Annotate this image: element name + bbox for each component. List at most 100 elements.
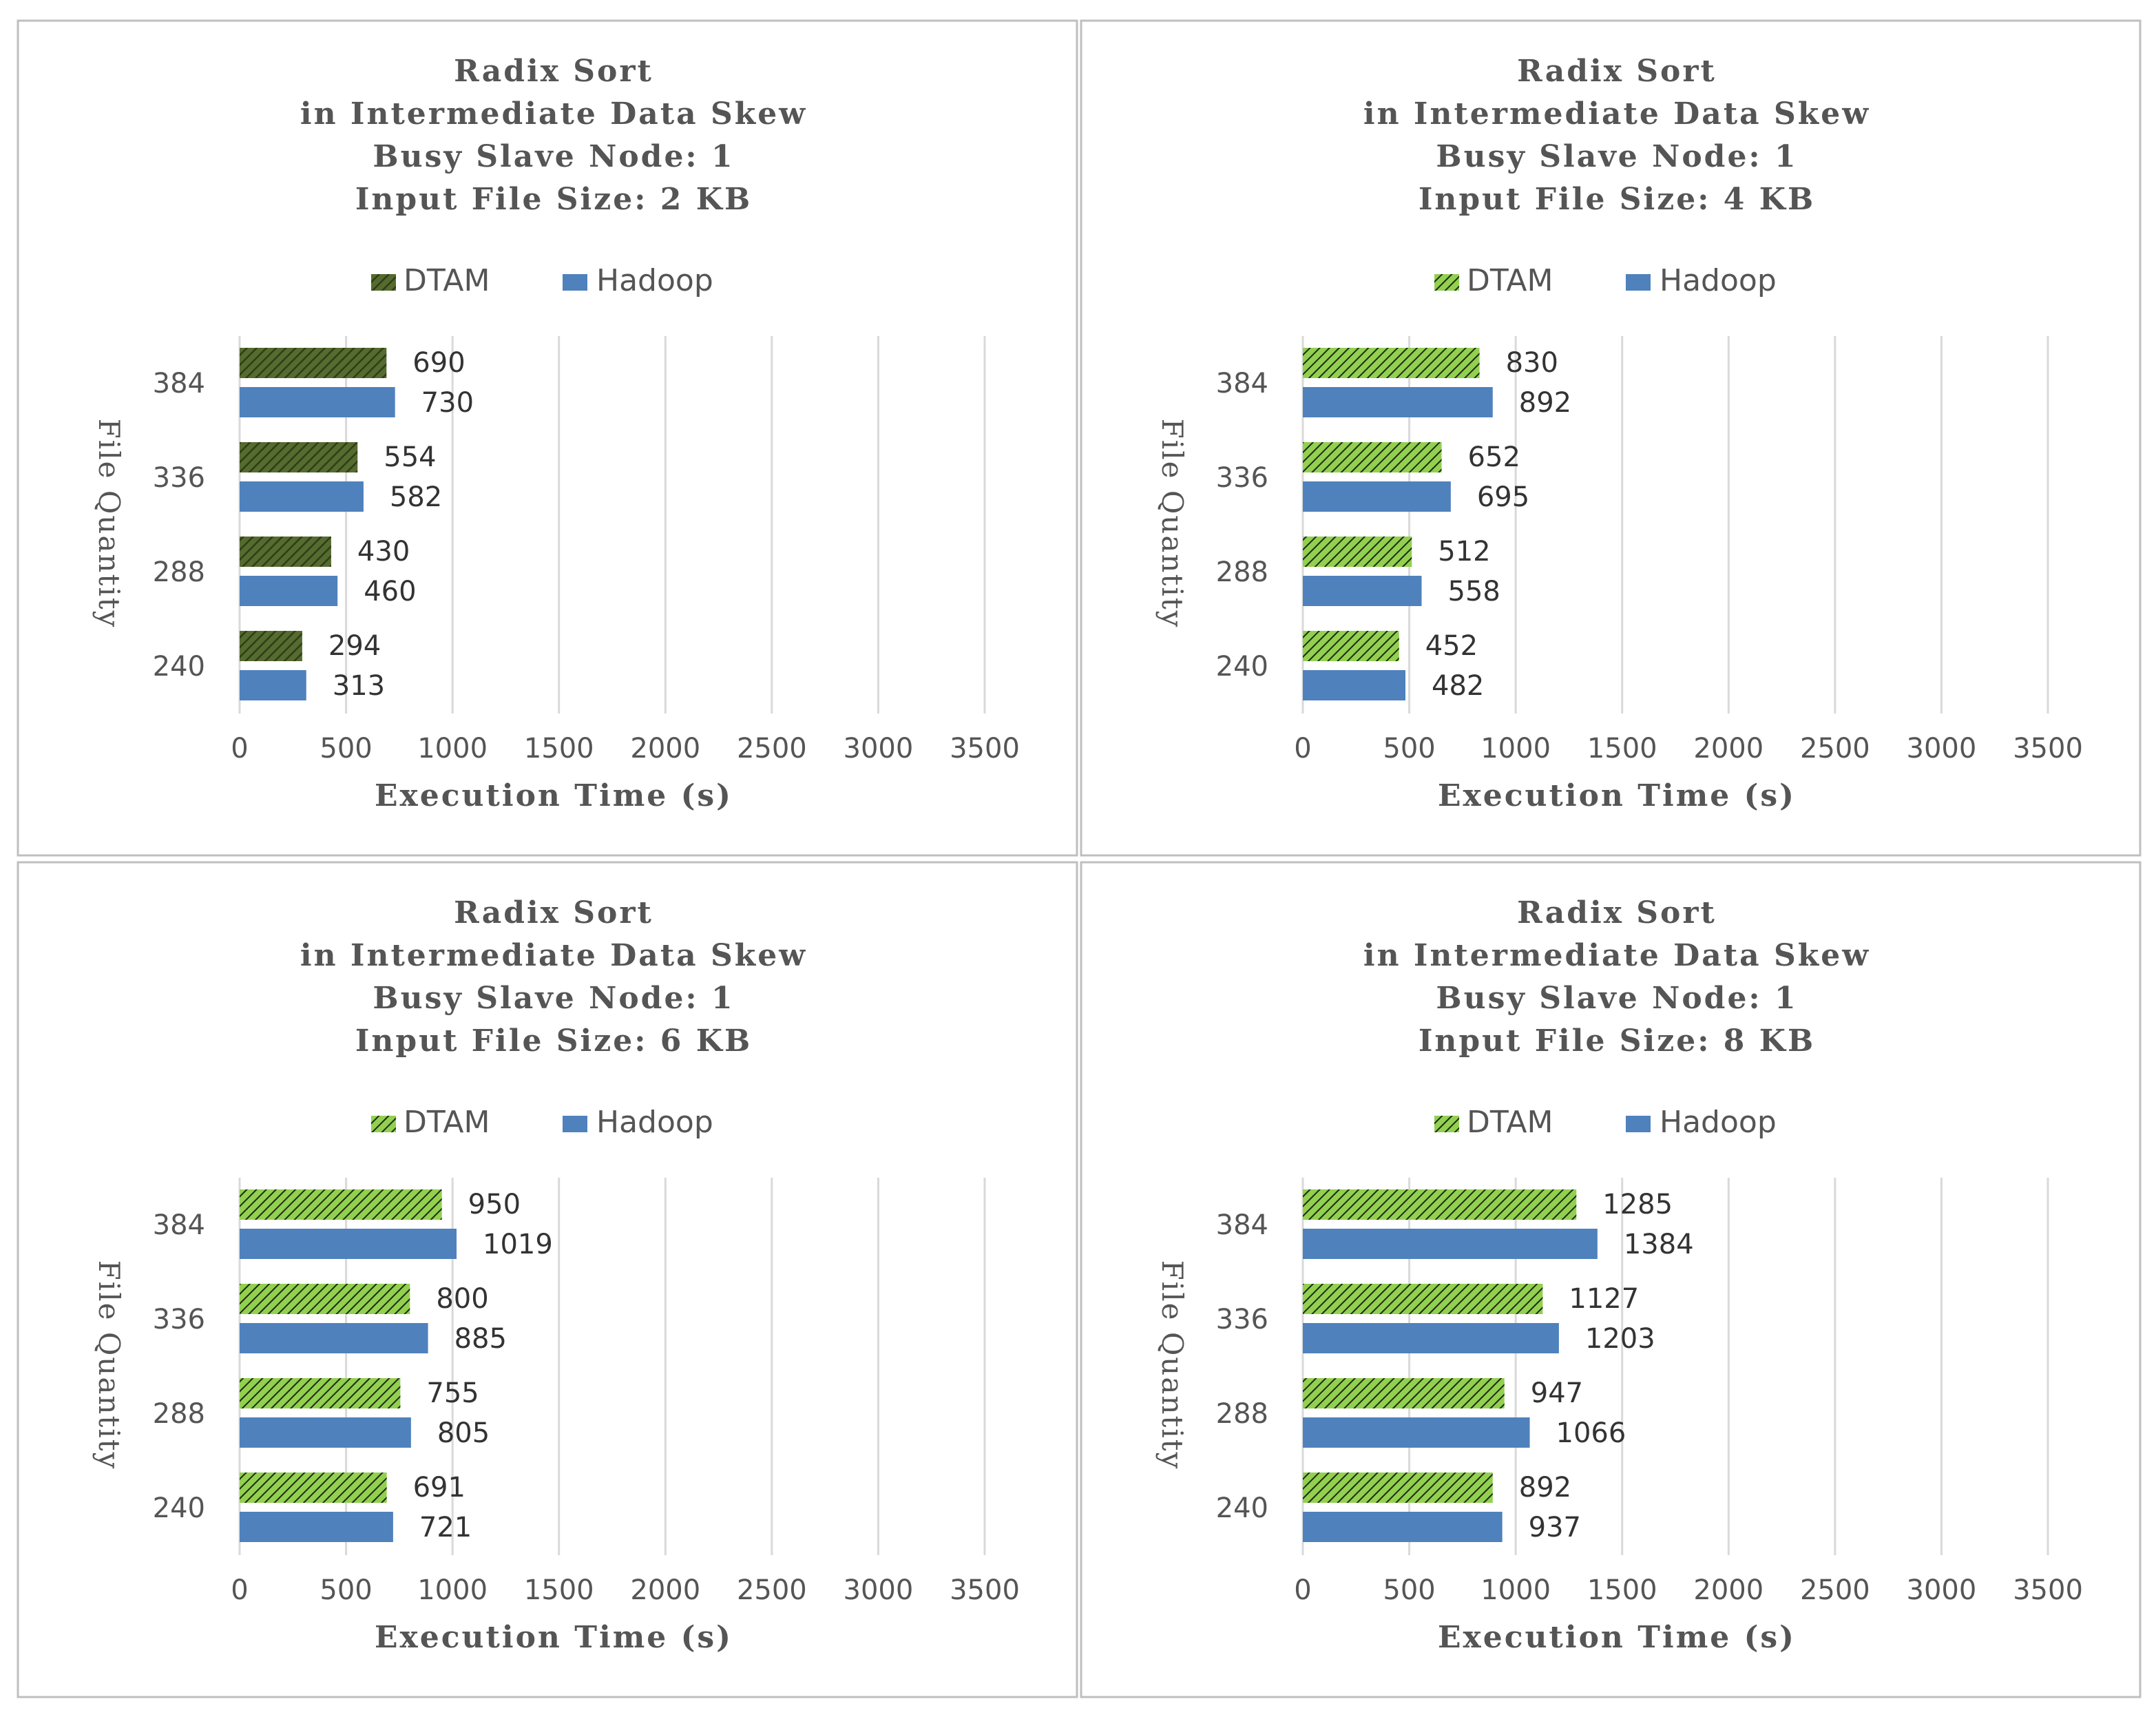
- y-tick-label: 384: [1216, 368, 1268, 399]
- x-tick-label: 0: [231, 1574, 248, 1606]
- bar-dtam: [1303, 1378, 1505, 1408]
- x-tick-label: 1500: [1587, 1574, 1657, 1606]
- bar-dtam: [240, 1473, 387, 1503]
- chart-title-line: Busy Slave Node: 1: [1436, 981, 1797, 1016]
- bar-dtam: [240, 1284, 410, 1314]
- bar-dtam: [240, 442, 358, 472]
- data-label-hadoop: 721: [419, 1512, 472, 1543]
- chart-title-line: Busy Slave Node: 1: [373, 139, 734, 174]
- x-tick-label: 3000: [1907, 1574, 1977, 1606]
- data-label-hadoop: 885: [454, 1323, 507, 1355]
- bar-hadoop: [1303, 1417, 1530, 1448]
- y-tick-label: 240: [1216, 1492, 1268, 1524]
- bar-hadoop: [1303, 576, 1422, 606]
- x-tick-label: 2000: [630, 1574, 700, 1606]
- chart-title-line: Input File Size: 6 KB: [355, 1023, 752, 1059]
- data-label-dtam: 800: [436, 1283, 488, 1315]
- legend-label-dtam: DTAM: [1467, 1105, 1553, 1140]
- data-label-dtam: 452: [1425, 630, 1478, 662]
- x-tick-label: 2500: [737, 733, 807, 764]
- panel-border: [1080, 861, 2142, 1698]
- x-tick-label: 3500: [2013, 733, 2083, 764]
- data-label-hadoop: 937: [1529, 1512, 1581, 1543]
- bar-dtam: [1303, 631, 1399, 661]
- y-axis-title: File Quantity: [1155, 419, 1189, 629]
- data-label-dtam: 512: [1438, 536, 1490, 568]
- panel-border: [17, 861, 1078, 1698]
- x-tick-label: 500: [320, 733, 372, 764]
- chart-panel: Radix Sort in Intermediate Data Skew Busy …: [1080, 19, 2142, 857]
- x-tick-label: 1000: [417, 1574, 488, 1606]
- chart-title-line: Radix Sort: [454, 54, 653, 89]
- y-tick-label: 240: [153, 651, 205, 683]
- bar-hadoop: [1303, 670, 1406, 700]
- y-tick-label: 240: [153, 1492, 205, 1524]
- y-tick-label: 288: [1216, 1398, 1268, 1430]
- chart-title-line: Busy Slave Node: 1: [1436, 139, 1797, 174]
- chart-title-line: Radix Sort: [454, 895, 653, 930]
- data-label-hadoop: 1019: [483, 1229, 553, 1260]
- x-tick-label: 2500: [1800, 733, 1870, 764]
- panel-border: [17, 19, 1078, 857]
- chart-title-line: Input File Size: 4 KB: [1419, 182, 1815, 217]
- data-label-hadoop: 1066: [1556, 1417, 1626, 1449]
- chart-title-line: Radix Sort: [1517, 54, 1717, 89]
- x-tick-label: 0: [1294, 1574, 1311, 1606]
- x-tick-label: 1500: [524, 733, 594, 764]
- y-tick-label: 384: [153, 368, 205, 399]
- bar-dtam: [240, 631, 302, 661]
- bar-hadoop: [240, 1229, 457, 1259]
- legend-label-dtam: DTAM: [1467, 263, 1553, 298]
- x-tick-label: 0: [1294, 733, 1311, 764]
- x-tick-label: 500: [1383, 733, 1435, 764]
- legend-label-hadoop: Hadoop: [1660, 263, 1777, 298]
- bar-dtam: [1303, 1189, 1577, 1220]
- data-label-dtam: 1127: [1569, 1283, 1639, 1315]
- y-axis-title: File Quantity: [1155, 1260, 1189, 1470]
- x-tick-label: 1500: [1587, 733, 1657, 764]
- bar-hadoop: [1303, 1323, 1559, 1353]
- bar-hadoop: [240, 670, 306, 700]
- data-label-hadoop: 892: [1519, 387, 1571, 419]
- x-tick-label: 2000: [1693, 733, 1763, 764]
- bar-hadoop: [240, 1512, 393, 1542]
- data-label-hadoop: 582: [390, 481, 442, 513]
- bar-dtam: [240, 1378, 401, 1408]
- data-label-hadoop: 482: [1432, 670, 1484, 702]
- chart-title-line: Input File Size: 8 KB: [1419, 1023, 1815, 1059]
- data-label-dtam: 755: [426, 1377, 479, 1409]
- x-axis-title: Execution Time (s): [375, 778, 733, 813]
- legend-swatch-hadoop: [563, 1116, 587, 1132]
- chart-title-line: Input File Size: 2 KB: [355, 182, 752, 217]
- chart-title-line: in Intermediate Data Skew: [300, 938, 807, 973]
- bar-hadoop: [1303, 1512, 1503, 1542]
- bar-dtam: [240, 348, 387, 378]
- legend-swatch-dtam: [1434, 274, 1459, 291]
- x-tick-label: 3500: [950, 733, 1020, 764]
- x-tick-label: 2000: [630, 733, 700, 764]
- data-label-hadoop: 805: [437, 1417, 490, 1449]
- x-axis-title: Execution Time (s): [1438, 778, 1796, 813]
- legend-swatch-dtam: [1434, 1116, 1459, 1132]
- bar-hadoop: [1303, 387, 1493, 417]
- y-axis-title: File Quantity: [92, 419, 126, 629]
- bar-hadoop: [1303, 1229, 1598, 1259]
- x-tick-label: 0: [231, 733, 248, 764]
- x-tick-label: 1000: [417, 733, 488, 764]
- data-label-hadoop: 1384: [1624, 1229, 1694, 1260]
- y-tick-label: 384: [153, 1209, 205, 1241]
- data-label-dtam: 691: [413, 1472, 465, 1503]
- data-label-dtam: 430: [357, 536, 410, 568]
- chart-panel: Radix Sort in Intermediate Data Skew Busy …: [1080, 861, 2142, 1698]
- panel-border: [1080, 19, 2142, 857]
- x-tick-label: 3000: [1907, 733, 1977, 764]
- y-tick-label: 336: [1216, 1304, 1268, 1335]
- x-tick-label: 3500: [2013, 1574, 2083, 1606]
- data-label-dtam: 652: [1468, 441, 1520, 473]
- data-label-hadoop: 695: [1477, 481, 1529, 513]
- x-tick-label: 1500: [524, 1574, 594, 1606]
- data-label-dtam: 554: [384, 441, 436, 473]
- y-tick-label: 336: [153, 1304, 205, 1335]
- data-label-hadoop: 730: [421, 387, 474, 419]
